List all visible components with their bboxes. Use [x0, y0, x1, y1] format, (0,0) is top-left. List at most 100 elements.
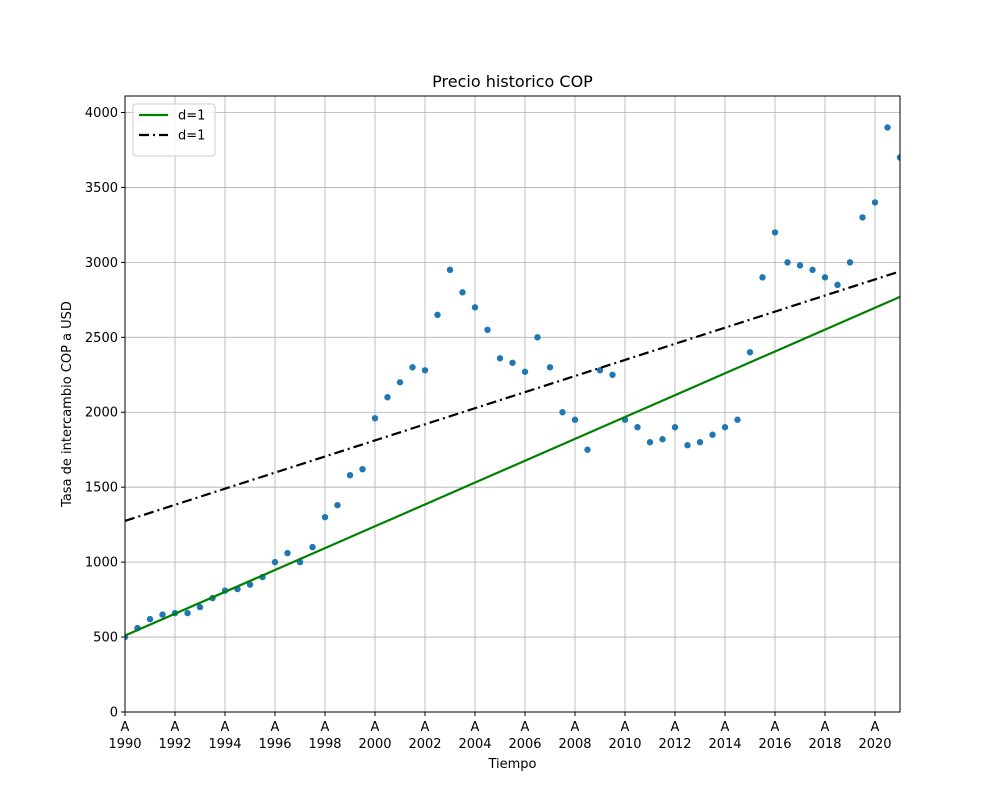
- scatter-point: [809, 266, 816, 274]
- scatter-point: [334, 501, 341, 509]
- scatter-point: [484, 326, 491, 334]
- x-tick-label-year: 1992: [158, 737, 191, 752]
- x-tick-label-top: A: [271, 720, 280, 735]
- scatter-point: [184, 609, 191, 617]
- scatter-point: [884, 124, 891, 131]
- scatter-point: [446, 266, 454, 274]
- y-tick-label: 3000: [85, 256, 118, 271]
- scatter-point: [559, 409, 566, 416]
- y-tick-label: 2500: [85, 331, 118, 346]
- x-axis: A 1990 A 1992 A 1994 A 1996 A 1998 A 2000 A 2002 A 2004…: [108, 712, 892, 752]
- x-tick-label-top: A: [221, 720, 230, 735]
- scatter-point: [534, 334, 541, 341]
- y-tick-label: 4000: [85, 106, 118, 121]
- scatter-point: [571, 416, 579, 423]
- scatter-point: [684, 442, 691, 449]
- scatter-point: [521, 368, 529, 375]
- x-tick-label-year: 2014: [708, 737, 741, 752]
- scatter-point: [721, 424, 729, 431]
- scatter-point: [771, 229, 779, 236]
- x-tick-label-year: 1994: [208, 737, 241, 752]
- scatter-point: [421, 367, 429, 374]
- scatter-point: [434, 311, 441, 319]
- scatter-point: [196, 603, 204, 611]
- scatter-point: [396, 379, 404, 386]
- plot-frame: [124, 95, 901, 713]
- x-tick-label-year: 2010: [608, 737, 641, 752]
- x-tick-label-year: 2002: [408, 737, 441, 752]
- scatter-point: [709, 431, 716, 438]
- scatter-point: [834, 281, 841, 289]
- x-tick-label-top: A: [121, 720, 130, 735]
- x-tick-label-top: A: [521, 720, 530, 735]
- plot-area: [125, 124, 900, 641]
- legend: d=1d=1: [132, 103, 216, 157]
- x-tick-label-year: 1996: [258, 737, 291, 752]
- x-tick-label-year: 2008: [558, 737, 591, 752]
- scatter-point: [246, 581, 254, 588]
- y-tick-label: 3500: [85, 181, 118, 196]
- scatter-point: [359, 465, 366, 473]
- scatter-point: [146, 615, 154, 623]
- x-tick-label-top: A: [571, 720, 580, 735]
- scatter-point: [609, 371, 616, 378]
- x-tick-label-top: A: [171, 720, 180, 735]
- scatter-point: [796, 262, 804, 269]
- x-tick-label-top: A: [471, 720, 480, 735]
- scatter-point: [459, 289, 466, 296]
- x-tick-label-top: A: [821, 720, 830, 735]
- x-tick-label-top: A: [371, 720, 380, 735]
- x-tick-label-year: 2018: [808, 737, 841, 752]
- scatter-point: [271, 558, 279, 566]
- scatter-point: [821, 274, 829, 281]
- x-tick-label-year: 2012: [658, 737, 691, 752]
- y-tick-label: 1500: [85, 481, 118, 496]
- scatter-point: [409, 364, 416, 371]
- legend-label: d=1: [178, 129, 205, 144]
- scatter-point: [634, 424, 641, 431]
- scatter-point: [596, 367, 604, 374]
- x-axis-label: Tiempo: [487, 757, 536, 772]
- scatter-point: [496, 355, 504, 362]
- y-tick-label: 500: [93, 631, 118, 646]
- trend-line-solid: [125, 295, 900, 637]
- scatter-point: [646, 439, 654, 446]
- scatter-point: [671, 424, 679, 431]
- x-tick-label-top: A: [671, 720, 680, 735]
- x-tick-label-year: 2016: [758, 737, 791, 752]
- legend-label: d=1: [178, 109, 205, 124]
- scatter-point: [159, 611, 166, 618]
- scatter-point: [309, 543, 316, 551]
- scatter-point: [696, 439, 704, 446]
- scatter-point: [584, 446, 591, 453]
- scatter-point: [659, 436, 666, 443]
- scatter-point: [346, 471, 354, 479]
- scatter-point: [871, 199, 879, 206]
- x-tick-label-top: A: [321, 720, 330, 735]
- x-tick-label-year: 2020: [858, 737, 891, 752]
- x-tick-label-year: 2000: [358, 737, 391, 752]
- scatter-point: [371, 415, 379, 422]
- scatter-point: [896, 154, 900, 161]
- scatter-point: [784, 259, 791, 266]
- scatter-point: [546, 364, 554, 371]
- scatter-point: [471, 304, 479, 311]
- scatter-point: [759, 274, 766, 281]
- x-tick-label-year: 2004: [458, 737, 491, 752]
- chart-title: Precio historico COP: [432, 72, 593, 91]
- y-axis: 0 500 1000 1500 2000 2500 3000 3500 4000: [85, 106, 125, 721]
- y-axis-label: Tasa de intercambio COP a USD: [60, 301, 75, 508]
- scatter-point: [746, 349, 754, 356]
- x-tick-label-top: A: [721, 720, 730, 735]
- scatter-point: [734, 416, 741, 423]
- x-tick-label-top: A: [421, 720, 430, 735]
- scatter-point: [859, 214, 866, 221]
- trend-line-dashdot: [125, 270, 900, 522]
- x-tick-label-top: A: [771, 720, 780, 735]
- x-tick-label-year: 1998: [308, 737, 341, 752]
- y-tick-label: 2000: [85, 406, 118, 421]
- scatter-point: [846, 259, 854, 266]
- scatter-point: [509, 359, 516, 366]
- y-tick-label: 0: [110, 706, 118, 721]
